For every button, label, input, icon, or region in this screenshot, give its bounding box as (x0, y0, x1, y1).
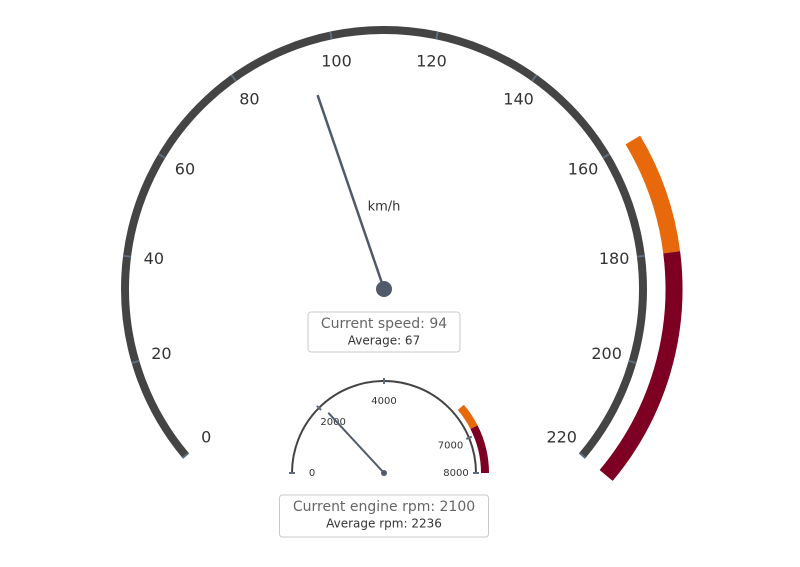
tick-mark (602, 153, 611, 159)
tick-label: 120 (416, 51, 447, 70)
info-box (279, 494, 489, 538)
tick-label: 80 (239, 90, 259, 109)
tick-label: 0 (201, 428, 211, 447)
tick-label: 180 (599, 249, 630, 268)
info-text: Average: 67 (348, 334, 420, 348)
tick-mark (181, 452, 190, 459)
plot-band (599, 251, 683, 481)
plot-band (470, 425, 489, 474)
tick-mark (329, 31, 333, 40)
unit-label: km/h (368, 200, 401, 215)
tick-mark (230, 74, 237, 82)
tick-mark (122, 254, 132, 258)
tick-mark (435, 31, 439, 40)
tick-label: 60 (175, 159, 195, 178)
tick-label: 0 (309, 468, 315, 479)
tick-mark (316, 405, 322, 411)
tick-label: 200 (591, 344, 622, 363)
tick-label: 220 (546, 428, 577, 447)
info-text: Current speed: 94 (321, 316, 447, 332)
info-box (307, 311, 461, 353)
tick-label: 8000 (443, 468, 468, 479)
plot-band (625, 135, 681, 254)
tick-label: 4000 (371, 396, 396, 407)
tick-mark (131, 359, 140, 365)
tick-mark (157, 153, 166, 159)
tick-label: 20 (151, 344, 171, 363)
needle (327, 412, 385, 474)
tick-mark (465, 435, 473, 440)
tick-mark (636, 254, 646, 258)
info-text: Average rpm: 2236 (326, 517, 442, 531)
tick-label: 2000 (320, 417, 345, 428)
tick-mark (628, 359, 637, 365)
tick-mark (578, 452, 587, 459)
needle-hub (376, 281, 392, 297)
tick-label: 7000 (438, 440, 463, 451)
info-text: Current engine rpm: 2100 (293, 499, 475, 515)
plot-band (457, 404, 478, 430)
needle (316, 94, 386, 290)
needle-hub (381, 470, 387, 476)
tick-mark (531, 74, 538, 82)
gauge-arc (121, 26, 647, 459)
tick-label: 140 (503, 90, 534, 109)
tick-label: 40 (144, 249, 164, 268)
tick-label: 160 (568, 159, 599, 178)
tick-label: 100 (321, 51, 352, 70)
